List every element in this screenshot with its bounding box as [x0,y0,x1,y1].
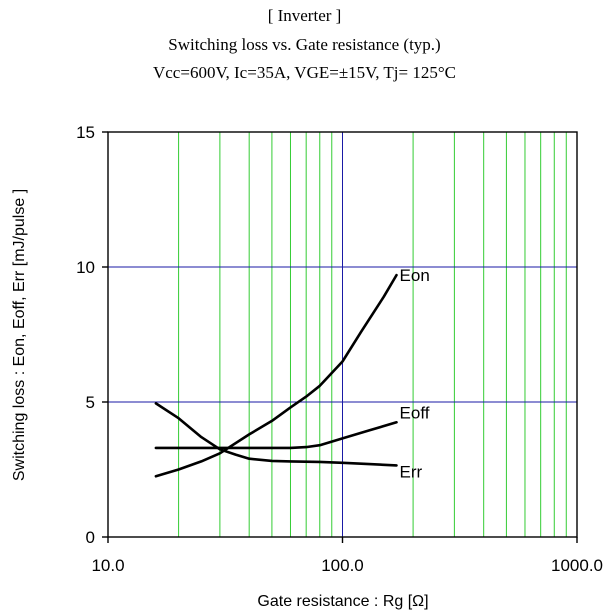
series-line-err [154,402,398,467]
chart-subtitle: Switching loss vs. Gate resistance (typ.… [168,35,441,54]
x-tick-label: 1000.0 [551,556,603,575]
y-tick-label: 15 [76,123,95,142]
ticks [102,131,578,543]
series-label-err: Err [400,462,423,481]
series-label-eoff: Eoff [400,403,430,422]
y-tick-label: 5 [86,393,95,412]
series-line-eon [154,273,398,478]
y-tick-label: 10 [76,258,95,277]
series-labels: Eon Eoff Err [400,266,430,481]
chart-title: [ Inverter ] [267,6,342,25]
y-tick-label: 0 [86,528,95,547]
series-line-eoff [154,420,398,450]
curves [154,273,398,478]
y-axis-label: Switching loss : Eon, Eoff, Err [mJ/puls… [11,189,28,481]
grid-lines [108,132,577,537]
tick-labels: 0 5 10 15 10.0 100.0 1000.0 [76,123,603,575]
x-axis-label: Gate resistance : Rg [Ω] [257,593,428,610]
x-tick-label: 100.0 [321,556,364,575]
series-label-eon: Eon [400,266,430,285]
chart-conditions: Vcc=600V, Ic=35A, VGE=±15V, Tj= 125°C [152,63,457,82]
x-tick-label: 10.0 [91,556,124,575]
